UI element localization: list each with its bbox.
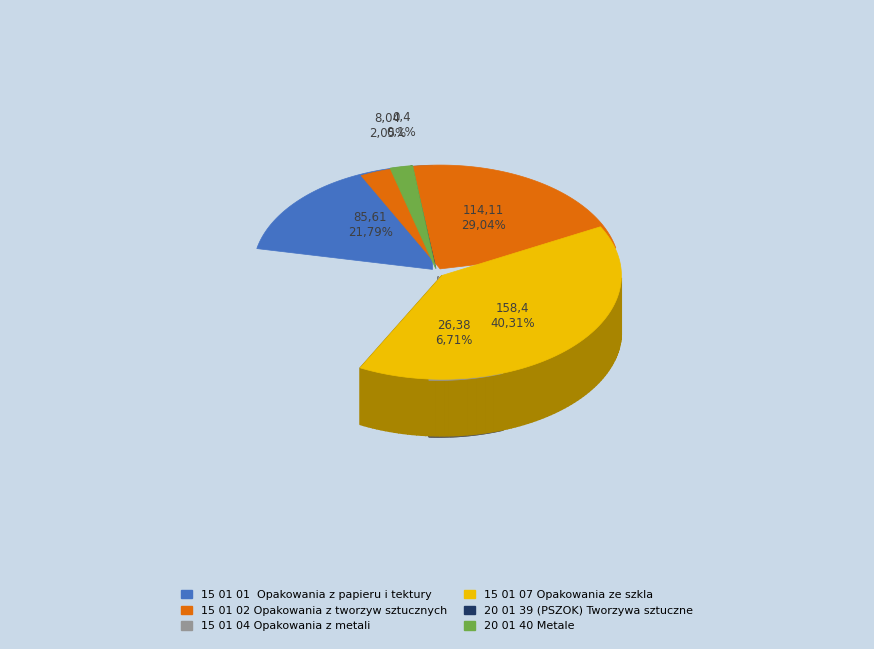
Polygon shape (257, 165, 433, 269)
Polygon shape (476, 377, 481, 434)
Polygon shape (361, 165, 616, 269)
Polygon shape (558, 353, 561, 411)
Text: 0,4
0,1%: 0,4 0,1% (386, 110, 416, 138)
Polygon shape (603, 319, 605, 378)
Legend: 15 01 01  Opakowania z papieru i tektury, 15 01 02 Opakowania z tworzyw sztuczny: 15 01 01 Opakowania z papieru i tektury,… (176, 584, 698, 637)
Polygon shape (429, 276, 503, 380)
Polygon shape (360, 227, 621, 379)
Polygon shape (360, 368, 364, 426)
Polygon shape (498, 373, 503, 431)
Polygon shape (364, 369, 369, 427)
Polygon shape (554, 354, 558, 413)
Polygon shape (612, 306, 614, 366)
Polygon shape (615, 299, 617, 358)
Polygon shape (586, 335, 589, 394)
Polygon shape (369, 370, 372, 428)
Polygon shape (617, 297, 618, 356)
Polygon shape (449, 379, 454, 436)
Polygon shape (536, 363, 539, 421)
Polygon shape (454, 379, 458, 435)
Polygon shape (596, 326, 599, 385)
Polygon shape (413, 378, 417, 435)
Polygon shape (607, 314, 608, 373)
Polygon shape (551, 356, 554, 415)
Polygon shape (599, 324, 600, 383)
Text: 158,4
40,31%: 158,4 40,31% (490, 302, 535, 330)
Polygon shape (403, 377, 408, 434)
Polygon shape (408, 377, 413, 434)
Polygon shape (444, 379, 449, 436)
Polygon shape (614, 302, 615, 361)
Polygon shape (431, 379, 435, 436)
Polygon shape (565, 349, 568, 408)
Polygon shape (544, 360, 547, 418)
Text: 114,11
29,04%: 114,11 29,04% (461, 204, 506, 232)
Polygon shape (568, 347, 572, 406)
Polygon shape (592, 331, 594, 389)
Polygon shape (485, 376, 489, 433)
Polygon shape (600, 321, 603, 380)
Polygon shape (435, 379, 440, 436)
Polygon shape (360, 275, 442, 424)
Polygon shape (610, 309, 612, 368)
Polygon shape (561, 351, 565, 410)
Polygon shape (390, 375, 394, 432)
Polygon shape (394, 376, 399, 433)
Polygon shape (516, 369, 520, 427)
Text: 26,38
6,71%: 26,38 6,71% (435, 319, 473, 347)
Polygon shape (458, 378, 462, 435)
Polygon shape (385, 374, 390, 432)
Polygon shape (572, 345, 574, 404)
Polygon shape (528, 365, 531, 423)
Polygon shape (580, 339, 584, 398)
Polygon shape (467, 378, 472, 435)
Polygon shape (417, 378, 421, 435)
Polygon shape (411, 165, 436, 269)
Polygon shape (605, 317, 607, 376)
Polygon shape (578, 341, 580, 400)
Polygon shape (421, 378, 426, 435)
Polygon shape (426, 379, 431, 435)
Polygon shape (584, 337, 586, 396)
Polygon shape (481, 376, 485, 434)
Polygon shape (507, 371, 511, 429)
Polygon shape (539, 361, 544, 419)
Polygon shape (608, 312, 610, 371)
Text: 8,04
2,05%: 8,04 2,05% (369, 112, 406, 140)
Polygon shape (511, 370, 516, 428)
Polygon shape (574, 343, 578, 402)
Polygon shape (429, 276, 438, 437)
Polygon shape (547, 358, 551, 416)
Polygon shape (462, 378, 467, 435)
Polygon shape (520, 368, 524, 426)
Polygon shape (503, 373, 507, 430)
Polygon shape (399, 376, 403, 434)
Polygon shape (531, 364, 536, 422)
Polygon shape (438, 276, 503, 430)
Polygon shape (390, 165, 435, 269)
Polygon shape (594, 328, 596, 387)
Polygon shape (524, 367, 528, 424)
Polygon shape (372, 371, 377, 429)
Polygon shape (381, 373, 385, 431)
Text: 85,61
21,79%: 85,61 21,79% (348, 211, 392, 239)
Polygon shape (472, 378, 476, 435)
Polygon shape (489, 375, 494, 432)
Polygon shape (377, 373, 381, 430)
Polygon shape (440, 379, 444, 436)
Polygon shape (494, 374, 498, 432)
Polygon shape (589, 333, 592, 392)
